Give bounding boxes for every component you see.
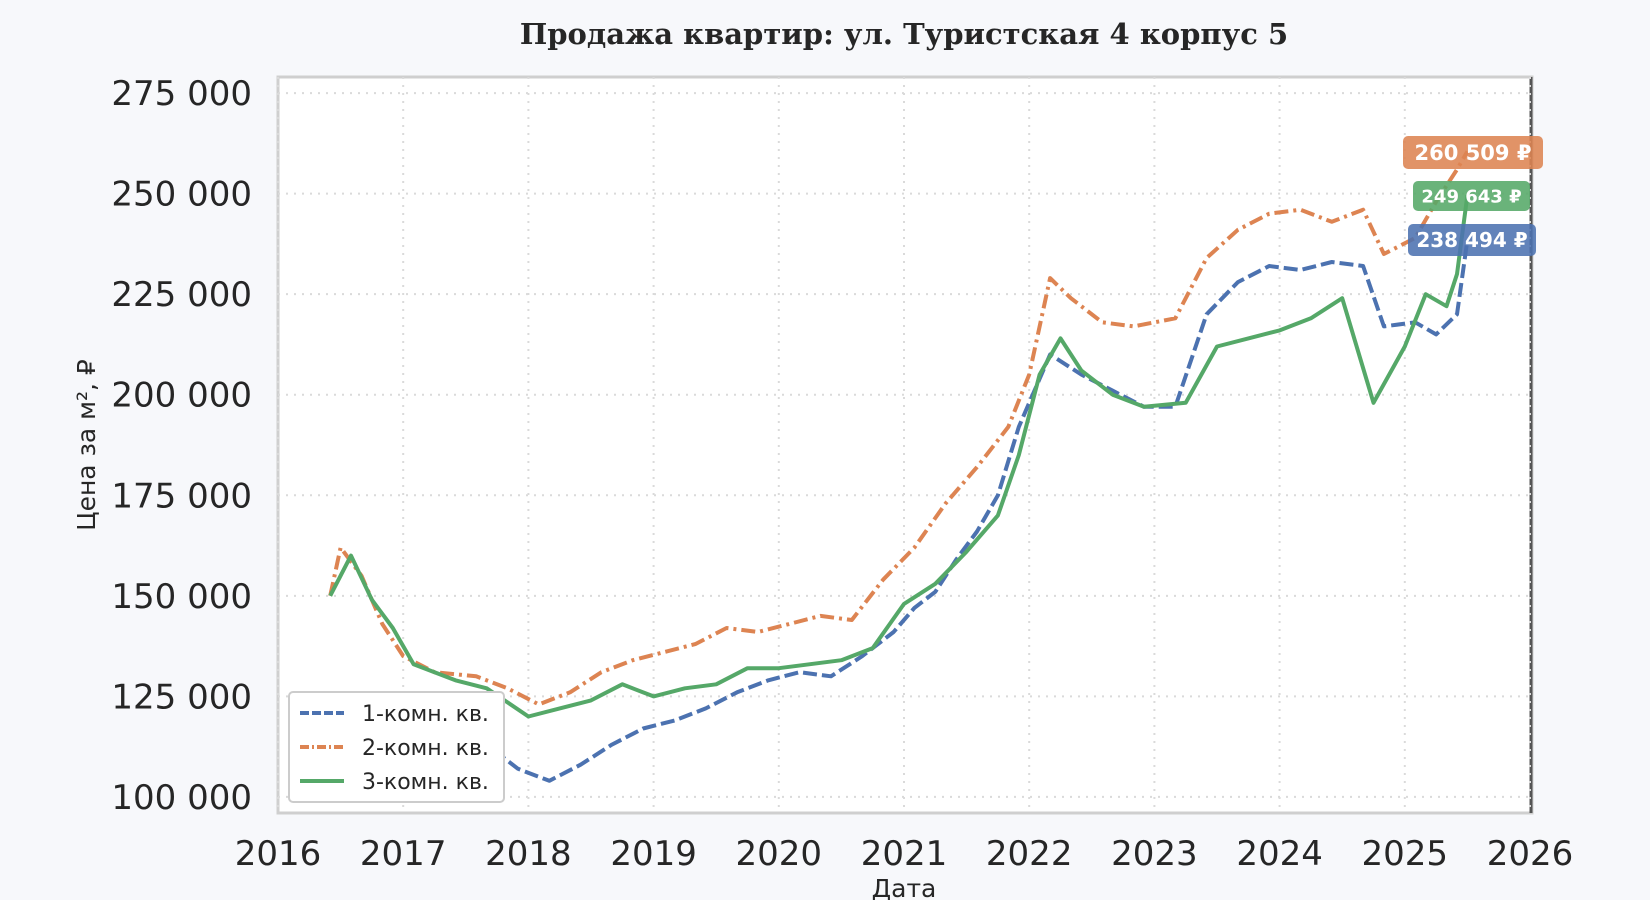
- y-tick-label: 125 000: [111, 677, 252, 717]
- y-tick-label: 225 000: [111, 275, 252, 315]
- y-tick-label: 275 000: [111, 74, 252, 114]
- legend: 1-комн. кв. 2-комн. кв. 3-комн. кв.: [288, 691, 505, 803]
- series-line-2: [328, 150, 1470, 707]
- y-axis-label: Цена за м², ₽: [72, 359, 101, 531]
- y-tick-label: 175 000: [111, 476, 252, 516]
- end-label-value: 249 643 ₽: [1421, 186, 1521, 207]
- y-tick-label: 100 000: [111, 778, 252, 818]
- legend-box: [288, 691, 505, 803]
- x-tick-labels: 2016 2017 2018 2019 2020 2021 2022 2023 2024 2025…: [235, 834, 1574, 874]
- end-label-badge: [1403, 136, 1543, 169]
- legend-label: 1-комн. кв.: [362, 702, 489, 727]
- x-tick-label: 2023: [1111, 834, 1198, 874]
- x-tick-label: 2021: [861, 834, 948, 874]
- x-tick-label: 2026: [1487, 834, 1574, 874]
- x-tick-label: 2018: [485, 834, 572, 874]
- y-tick-label: 150 000: [111, 577, 252, 617]
- x-axis-label: Дата: [872, 874, 937, 900]
- x-tick-label: 2017: [360, 834, 447, 874]
- x-tick-label: 2024: [1236, 834, 1323, 874]
- series-lines: [328, 150, 1470, 783]
- x-tick-label: 2019: [610, 834, 697, 874]
- x-tick-label: 2025: [1362, 834, 1449, 874]
- x-tick-label: 2022: [986, 834, 1073, 874]
- end-label-badge: [1408, 224, 1536, 256]
- x-tick-label: 2016: [235, 834, 322, 874]
- y-tick-labels: 100 000 125 000 150 000 175 000 200 000 225 0…: [111, 74, 252, 818]
- y-tick-label: 250 000: [111, 175, 252, 215]
- series-line-1: [330, 239, 1470, 783]
- end-label-value: 238 494 ₽: [1416, 228, 1527, 252]
- x-tick-label: 2020: [736, 834, 823, 874]
- end-labels: 260 509 ₽ 249 643 ₽ 238 494 ₽: [1403, 136, 1543, 256]
- series-line-3: [328, 194, 1470, 719]
- legend-label: 3-комн. кв.: [362, 770, 489, 795]
- legend-label: 2-комн. кв.: [362, 736, 489, 761]
- end-label-value: 260 509 ₽: [1415, 141, 1532, 165]
- end-label-badge: [1413, 181, 1530, 211]
- chart-title: Продажа квартир: ул. Туристская 4 корпус…: [520, 17, 1288, 51]
- y-tick-label: 200 000: [111, 376, 252, 416]
